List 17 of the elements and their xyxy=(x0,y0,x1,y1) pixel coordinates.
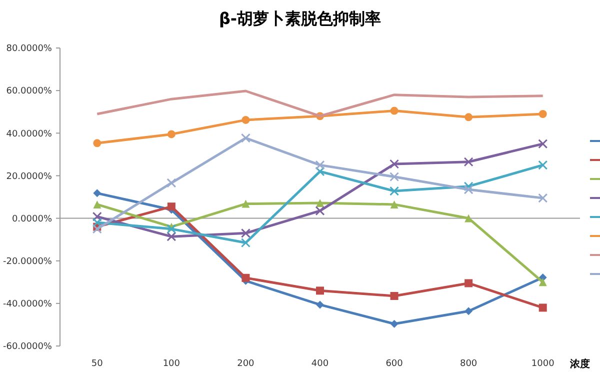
y-tick-label: -40.0000% xyxy=(2,300,52,310)
x-tick-label: 1000 xyxy=(531,359,555,369)
y-tick-label: 60.0000% xyxy=(6,86,52,97)
x-axis-title: 浓度 xyxy=(569,358,590,370)
x-tick-label: 600 xyxy=(386,359,404,369)
y-tick-label: 0.0000% xyxy=(12,214,52,224)
y-tick-label: 20.0000% xyxy=(6,172,52,182)
x-tick-label: 800 xyxy=(460,359,478,369)
x-tick-label: 200 xyxy=(237,359,255,369)
x-tick-label: 100 xyxy=(162,359,180,369)
y-tick-label: -60.0000% xyxy=(2,342,52,352)
y-tick-label: -20.0000% xyxy=(2,257,52,268)
chart-title: β-胡萝卜素脱色抑制率 xyxy=(218,9,382,28)
y-tick-label: 80.0000% xyxy=(6,44,52,54)
x-tick-label: 400 xyxy=(311,359,329,369)
x-tick-label: 50 xyxy=(91,359,104,369)
y-tick-label: 40.0000% xyxy=(6,129,52,140)
